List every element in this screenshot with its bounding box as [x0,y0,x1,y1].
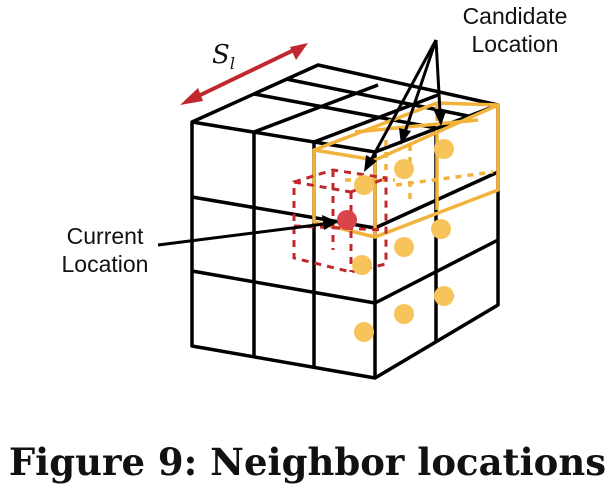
current-label-line1: Current [66,223,144,249]
candidate-label-line1: Candidate [462,3,568,29]
step-size-arrow [180,43,308,105]
step-size-symbol: S [212,40,230,70]
candidate-label-line2: Location [471,31,559,57]
candidate-dots [352,139,454,342]
neighbor-locations-diagram [157,39,500,380]
step-size-subscript: l [229,54,235,74]
current-location-dot [337,210,357,230]
current-pointer-arrow [157,215,338,247]
candidate-location-label: Candidate Location [440,2,590,58]
step-size-label: Sl [212,40,235,73]
figure-caption: Figure 9: Neighbor locations [8,440,607,484]
current-location-label: Current Location [40,222,170,278]
current-label-line2: Location [61,251,149,277]
candidate-pointer-arrows [364,39,446,172]
